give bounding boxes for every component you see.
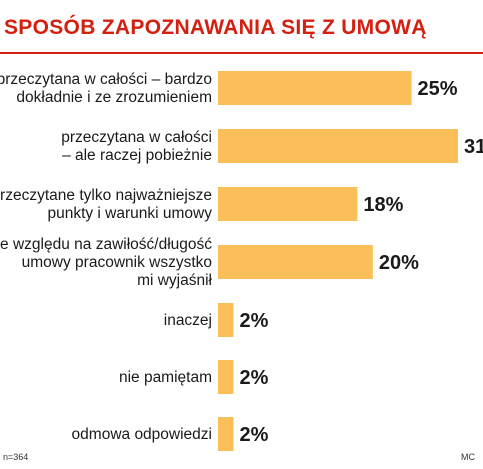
chart-title: SPOSÓB ZAPOZNAWANIA SIĘ Z UMOWĄ (4, 16, 427, 39)
category-label: inaczej (164, 312, 212, 329)
category-label: przeczytana w całości– ale raczej pobież… (61, 129, 212, 164)
category-label-line: przeczytana w całości – bardzo (0, 71, 212, 88)
category-label-line: przeczytane tylko najważniejsze (0, 187, 212, 204)
bar (218, 129, 458, 163)
bar (218, 71, 412, 105)
value-label: 31% (464, 136, 483, 158)
category-label-line: przeczytana w całości (61, 129, 212, 146)
value-label: 18% (363, 194, 403, 216)
sample-size-note: n=364 (3, 452, 29, 462)
bar (218, 303, 234, 337)
category-label-line: nie pamiętam (119, 369, 212, 386)
title-rule (0, 52, 483, 54)
category-label: przeczytana w całości – bardzodokładnie … (0, 71, 212, 106)
bar (218, 417, 234, 451)
category-label-line: ze względu na zawiłość/długość (0, 236, 212, 253)
bar (218, 245, 373, 279)
category-label: nie pamiętam (119, 369, 212, 386)
category-label-line: mi wyjaśnił (137, 272, 212, 289)
value-label: 2% (239, 310, 268, 332)
category-label-line: inaczej (164, 312, 212, 329)
value-label: 20% (379, 252, 419, 274)
value-label: 2% (239, 367, 268, 389)
value-label: 25% (418, 78, 458, 100)
category-label-line: umowy pracownik wszystko (22, 254, 212, 271)
category-label-line: – ale raczej pobieżnie (62, 147, 212, 164)
category-label-line: odmowa odpowiedzi (72, 426, 212, 443)
category-label-line: dokładnie i ze zrozumieniem (16, 89, 212, 106)
bar (218, 187, 358, 221)
bar (218, 360, 234, 394)
category-label-line: punkty i warunki umowy (47, 205, 212, 222)
author-credit: MC (461, 452, 475, 462)
value-label: 2% (239, 424, 268, 446)
category-label: odmowa odpowiedzi (72, 426, 212, 443)
